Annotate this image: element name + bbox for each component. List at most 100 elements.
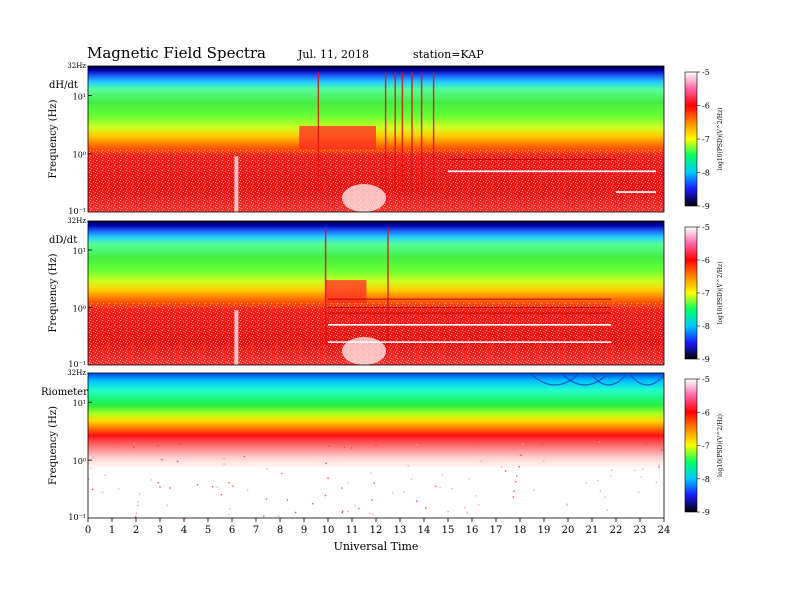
vertical-burst bbox=[234, 156, 239, 212]
noise-dot bbox=[136, 504, 139, 507]
colorbar-tick-label: -5 bbox=[702, 375, 710, 384]
noise-dot bbox=[247, 489, 249, 491]
noise-dot bbox=[278, 515, 280, 518]
noise-dot bbox=[410, 478, 413, 480]
noise-dot bbox=[101, 491, 104, 494]
noise-dot bbox=[606, 509, 608, 511]
noise-dot bbox=[533, 489, 535, 491]
noise-dot bbox=[265, 498, 268, 500]
x-tick-label: 23 bbox=[634, 525, 647, 536]
y-tick-label: 10¹ bbox=[73, 399, 86, 408]
x-tick-label: 6 bbox=[229, 525, 235, 536]
noise-dot bbox=[403, 491, 405, 493]
noise-dot bbox=[543, 460, 545, 462]
noise-dot bbox=[451, 487, 453, 490]
noise-dot bbox=[157, 445, 159, 447]
noise-dot bbox=[566, 449, 568, 451]
noise-dot bbox=[243, 455, 246, 458]
colorbar-tick-label: -9 bbox=[702, 202, 710, 211]
x-axis: 0 1 2 3 4 5 6 7 8 9 10 11 12 13 14 15 16 17 18 19 20 21 22 23 24… bbox=[85, 518, 671, 553]
colorbar-tick-label: -6 bbox=[702, 102, 710, 111]
x-tick-label: 11 bbox=[346, 525, 359, 536]
x-tick-label: 17 bbox=[490, 525, 503, 536]
y-axis-label: Frequency (Hz) bbox=[48, 406, 59, 485]
noise-dot bbox=[416, 443, 418, 446]
noise-dot bbox=[328, 445, 330, 447]
colorbar-tick-label: -5 bbox=[702, 223, 710, 232]
panel-name: dD/dt bbox=[49, 235, 77, 246]
noise-dot bbox=[407, 465, 409, 467]
noise-dot bbox=[169, 487, 171, 489]
noise-dot bbox=[447, 511, 449, 513]
noise-dot bbox=[196, 484, 199, 486]
noise-dot bbox=[90, 467, 92, 470]
noise-dot bbox=[286, 499, 289, 501]
x-tick-label: 21 bbox=[586, 525, 599, 536]
noise-dot bbox=[632, 452, 635, 455]
noise-dot bbox=[599, 490, 601, 492]
panel-name: dH/dt bbox=[49, 80, 78, 91]
noise-dot bbox=[92, 456, 95, 459]
noise-dot bbox=[135, 516, 137, 518]
noise-dot bbox=[312, 503, 314, 505]
x-tick-label: 4 bbox=[181, 525, 187, 536]
x-tick-label: 9 bbox=[301, 525, 307, 536]
noise-dot bbox=[327, 477, 329, 479]
x-axis-label: Universal Time bbox=[334, 540, 419, 553]
noise-dot bbox=[566, 504, 568, 506]
noise-dot bbox=[541, 443, 543, 446]
noise-dot bbox=[604, 496, 606, 498]
noise-dot bbox=[92, 488, 94, 491]
noise-dot bbox=[655, 481, 658, 484]
panel-frame bbox=[87, 65, 665, 213]
noise-dot bbox=[343, 446, 346, 448]
noise-dot bbox=[585, 482, 587, 484]
saturation-patch bbox=[342, 337, 386, 365]
noise-dot bbox=[216, 486, 218, 488]
chart-title: Magnetic Field Spectra bbox=[87, 44, 266, 62]
riometer-arc bbox=[531, 374, 578, 386]
noise-dot bbox=[515, 481, 517, 483]
noise-dot bbox=[347, 510, 349, 512]
colorbar-tick-label: -7 bbox=[702, 135, 710, 144]
x-tick-label: 2 bbox=[133, 525, 139, 536]
colorbar-1: -5 -6 -7 -8 -9 log10(PSD)(V^2/Hz) bbox=[684, 223, 724, 364]
panel-frame bbox=[87, 220, 665, 366]
noise-dot bbox=[415, 500, 418, 502]
colorbar-fill bbox=[684, 226, 698, 360]
noise-dot bbox=[474, 495, 477, 497]
noise-dot bbox=[232, 485, 234, 487]
enhanced-emission bbox=[299, 125, 376, 150]
noise-dot bbox=[522, 443, 524, 445]
spectrogram-panel-0: dH/dt 32Hz 10¹ 10⁰ 10⁻¹ Frequency (Hz) bbox=[48, 62, 665, 216]
noise-dot bbox=[223, 463, 225, 465]
noise-dot bbox=[464, 506, 466, 509]
y-tick-label: 10⁻¹ bbox=[68, 513, 86, 522]
noise-dot bbox=[222, 458, 224, 460]
noise-dot bbox=[150, 479, 153, 481]
x-tick-label: 1 bbox=[109, 525, 115, 536]
station-label: station=KAP bbox=[413, 48, 484, 61]
y-tick-label: 10¹ bbox=[73, 247, 86, 256]
noise-dot bbox=[634, 469, 636, 472]
noise-dot bbox=[439, 486, 441, 489]
noise-dot bbox=[159, 486, 161, 488]
colorbar-tick-label: -6 bbox=[702, 408, 710, 417]
noise-dot bbox=[512, 496, 514, 498]
noise-dot bbox=[133, 446, 135, 449]
chart-date: Jul. 11, 2018 bbox=[298, 48, 369, 61]
noise-dot bbox=[211, 486, 214, 488]
x-tick-label: 3 bbox=[157, 525, 163, 536]
noise-dot bbox=[645, 442, 648, 445]
y-tick-label: 32Hz bbox=[67, 217, 86, 225]
x-tick-label: 20 bbox=[562, 525, 575, 536]
x-tick-label: 24 bbox=[658, 525, 671, 536]
noise-dot bbox=[341, 487, 343, 489]
x-tick-label: 7 bbox=[253, 525, 259, 536]
noise-dot bbox=[640, 476, 642, 478]
noise-dot bbox=[228, 513, 230, 516]
noise-dot bbox=[224, 457, 226, 460]
noise-dot bbox=[513, 490, 515, 492]
spectrogram-panel-1: dD/dt 32Hz 10¹ 10⁰ 10⁻¹ Frequency (Hz) bbox=[48, 217, 665, 369]
